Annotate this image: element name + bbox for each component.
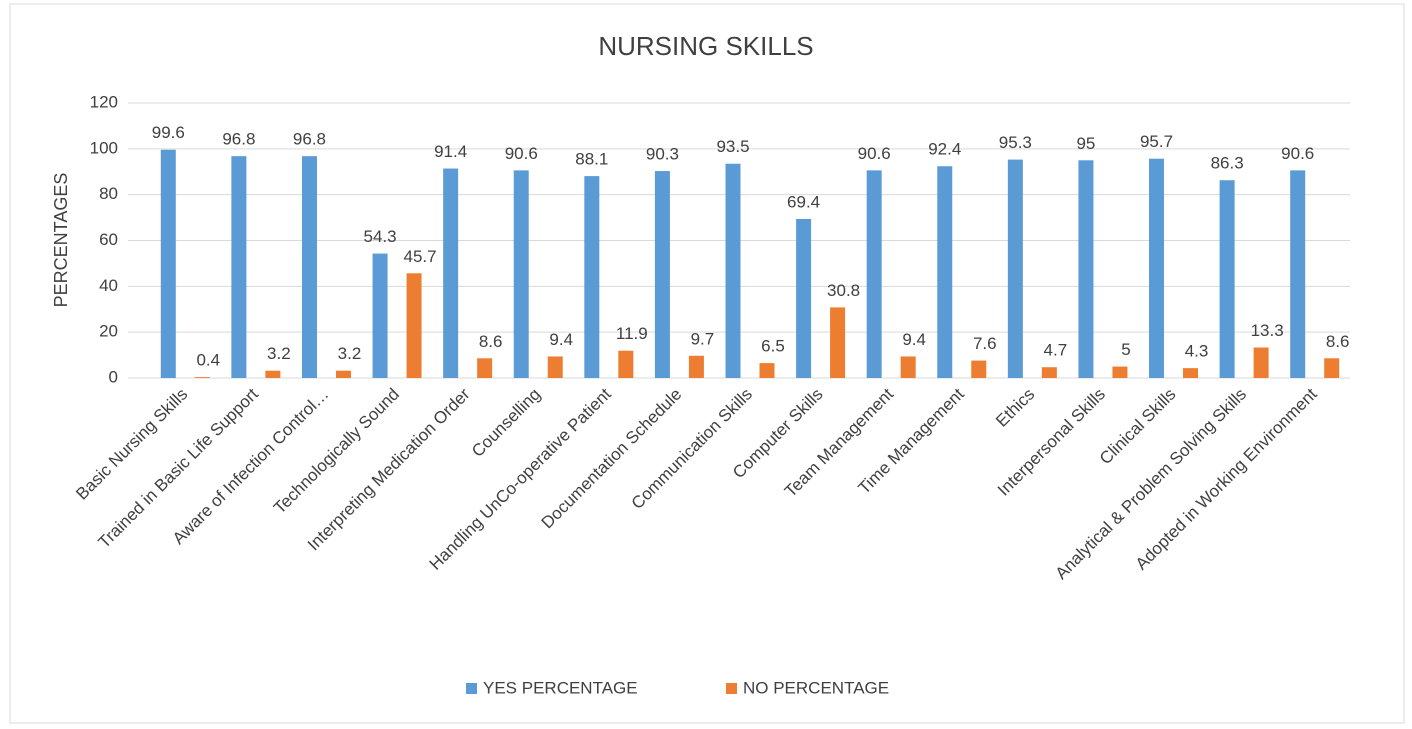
data-label: 7.6: [973, 334, 997, 353]
legend-label: NO PERCENTAGE: [743, 678, 889, 697]
bar: [265, 370, 281, 378]
data-label: 4.3: [1185, 342, 1209, 361]
data-label: 91.4: [434, 142, 467, 161]
bar: [584, 176, 600, 378]
bar: [372, 253, 388, 378]
data-label: 0.4: [196, 351, 220, 370]
bar: [547, 356, 563, 378]
y-tick-label: 20: [99, 322, 118, 341]
bar: [301, 156, 317, 378]
bar: [1007, 159, 1023, 378]
data-label: 9.4: [549, 330, 573, 349]
y-tick-label: 60: [99, 230, 118, 249]
data-label: 96.8: [222, 130, 255, 149]
y-tick-label: 100: [90, 138, 118, 157]
data-label: 3.2: [267, 344, 291, 363]
data-label: 90.6: [505, 144, 538, 163]
bar: [759, 363, 775, 378]
data-label: 6.5: [761, 337, 785, 356]
data-label: 11.9: [616, 324, 648, 343]
bar: [866, 170, 882, 378]
legend-swatch: [726, 683, 737, 694]
bar: [796, 218, 812, 378]
legend-label: YES PERCENTAGE: [483, 678, 638, 697]
data-label: 30.8: [827, 281, 860, 300]
bar: [1183, 368, 1199, 378]
chart-title: NURSING SKILLS: [598, 31, 813, 61]
data-label: 13.3: [1251, 321, 1284, 340]
bar: [971, 360, 987, 378]
bar: [443, 168, 459, 378]
bar: [688, 355, 704, 378]
data-label: 90.3: [646, 145, 679, 164]
legend-swatch: [466, 683, 477, 694]
bar: [406, 273, 422, 378]
bar: [1324, 358, 1340, 378]
data-label: 8.6: [479, 332, 503, 351]
bar: [1149, 158, 1165, 378]
y-axis-label: PERCENTAGES: [51, 173, 71, 308]
bar: [830, 307, 846, 378]
data-label: 88.1: [575, 150, 608, 169]
bar: [1219, 180, 1235, 378]
data-label: 8.6: [1326, 332, 1350, 351]
data-label: 95.7: [1140, 132, 1173, 151]
bar: [725, 163, 741, 378]
bar: [1112, 366, 1128, 378]
bar: [477, 358, 493, 378]
y-tick-label: 40: [99, 276, 118, 295]
bar: [618, 350, 634, 378]
bar: [194, 377, 210, 378]
bar: [937, 166, 953, 378]
data-label: 5: [1121, 340, 1130, 359]
data-label: 9.4: [902, 330, 926, 349]
data-label: 95.3: [999, 133, 1032, 152]
data-label: 95: [1076, 134, 1095, 153]
data-label: 3.2: [338, 344, 362, 363]
y-tick-label: 120: [90, 92, 118, 111]
bar: [1253, 347, 1269, 378]
data-label: 45.7: [404, 247, 437, 266]
bar: [900, 356, 916, 378]
bar: [1041, 367, 1057, 378]
bar: [1078, 160, 1094, 378]
data-label: 86.3: [1211, 154, 1244, 173]
data-label: 90.6: [858, 144, 891, 163]
data-label: 93.5: [716, 137, 749, 156]
bar: [513, 170, 529, 378]
y-tick-label: 0: [109, 367, 118, 386]
bar: [654, 171, 670, 378]
y-tick-label: 80: [99, 184, 118, 203]
data-label: 92.4: [928, 140, 961, 159]
data-label: 90.6: [1281, 144, 1314, 163]
bar: [231, 156, 247, 378]
bar: [1290, 170, 1306, 378]
data-label: 69.4: [787, 192, 820, 211]
data-label: 96.8: [293, 130, 326, 149]
bar: [335, 370, 351, 378]
bar: [160, 149, 176, 378]
data-label: 9.7: [691, 329, 715, 348]
data-label: 99.6: [152, 123, 185, 142]
data-label: 4.7: [1044, 341, 1068, 360]
data-label: 54.3: [364, 227, 397, 246]
